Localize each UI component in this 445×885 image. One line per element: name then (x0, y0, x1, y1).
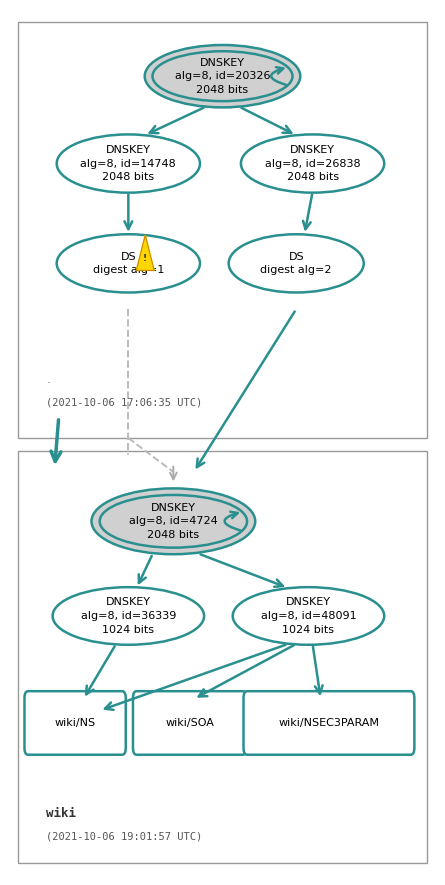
Ellipse shape (241, 135, 384, 193)
Ellipse shape (100, 495, 247, 548)
Ellipse shape (145, 45, 300, 107)
Text: (2021-10-06 17:06:35 UTC): (2021-10-06 17:06:35 UTC) (46, 397, 203, 408)
Text: (2021-10-06 19:01:57 UTC): (2021-10-06 19:01:57 UTC) (46, 831, 203, 841)
Ellipse shape (57, 135, 200, 193)
Text: DNSKEY
alg=8, id=26838
2048 bits: DNSKEY alg=8, id=26838 2048 bits (265, 145, 360, 182)
Text: DNSKEY
alg=8, id=48091
1024 bits: DNSKEY alg=8, id=48091 1024 bits (261, 597, 356, 635)
Text: wiki/SOA: wiki/SOA (165, 718, 214, 728)
Text: DS
digest alg=2: DS digest alg=2 (260, 251, 332, 275)
Ellipse shape (233, 587, 384, 645)
Ellipse shape (53, 587, 204, 645)
Text: wiki: wiki (46, 807, 77, 820)
FancyBboxPatch shape (243, 691, 414, 755)
Polygon shape (136, 235, 154, 271)
Text: DNSKEY
alg=8, id=14748
2048 bits: DNSKEY alg=8, id=14748 2048 bits (81, 145, 176, 182)
FancyBboxPatch shape (18, 22, 427, 438)
Text: DNSKEY
alg=8, id=20326
2048 bits: DNSKEY alg=8, id=20326 2048 bits (175, 58, 270, 95)
Text: wiki/NSEC3PARAM: wiki/NSEC3PARAM (279, 718, 380, 728)
Text: !: ! (143, 255, 147, 264)
FancyBboxPatch shape (18, 451, 427, 863)
Text: wiki/NS: wiki/NS (55, 718, 96, 728)
Text: DNSKEY
alg=8, id=36339
1024 bits: DNSKEY alg=8, id=36339 1024 bits (81, 597, 176, 635)
Ellipse shape (229, 235, 364, 292)
Text: DS
digest alg=1: DS digest alg=1 (93, 251, 164, 275)
Text: .: . (46, 373, 50, 387)
Ellipse shape (153, 51, 292, 101)
Text: DNSKEY
alg=8, id=4724
2048 bits: DNSKEY alg=8, id=4724 2048 bits (129, 503, 218, 540)
FancyBboxPatch shape (24, 691, 126, 755)
FancyBboxPatch shape (133, 691, 247, 755)
Ellipse shape (57, 235, 200, 292)
Ellipse shape (92, 489, 255, 554)
